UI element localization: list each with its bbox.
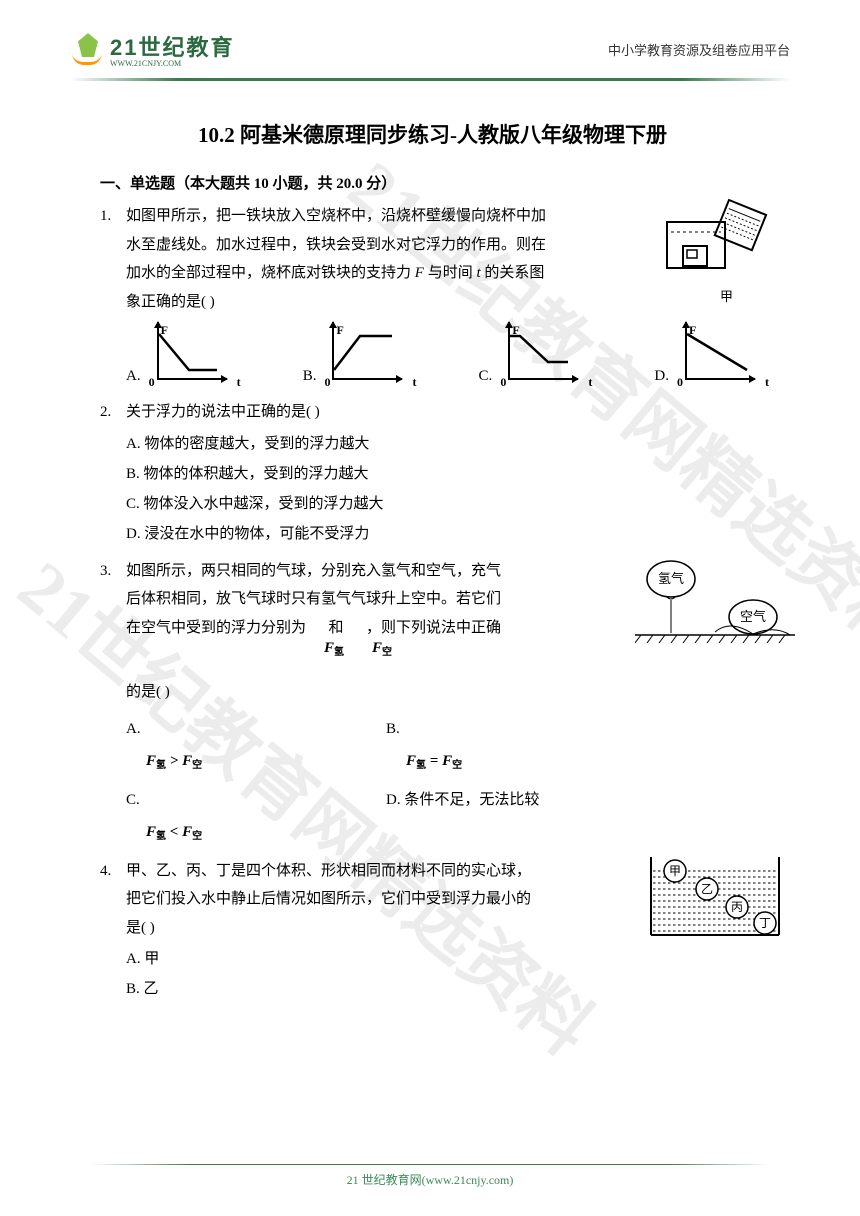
q2-option-a[interactable]: A. 物体的密度越大，受到的浮力越大 xyxy=(126,429,765,459)
svg-text:丙: 丙 xyxy=(731,900,743,914)
q3-option-a[interactable]: A. F氢 > F空 xyxy=(126,715,386,772)
svg-text:甲: 甲 xyxy=(669,864,681,878)
q1-option-d[interactable]: D. 0Ft xyxy=(654,322,765,390)
q3-option-d[interactable]: D. 条件不足，无法比较 xyxy=(386,786,646,843)
question-4: 4. 甲 乙 丙 xyxy=(100,857,765,1005)
q1-option-c[interactable]: C. 0Ft xyxy=(479,322,589,390)
svg-text:乙: 乙 xyxy=(701,882,713,896)
q3-line2: 后体积相同，放飞气球时只有氢气气球升上空中。若它们 xyxy=(126,585,566,614)
q4-figure-icon: 甲 乙 丙 丁 xyxy=(645,855,785,945)
q3-line1: 如图所示，两只相同的气球，分别充入氢气和空气，充气 xyxy=(126,557,566,586)
q2-option-b[interactable]: B. 物体的体积越大，受到的浮力越大 xyxy=(126,459,765,489)
header-right-text: 中小学教育资源及组卷应用平台 xyxy=(608,40,790,59)
svg-text:氢气: 氢气 xyxy=(658,571,684,586)
section-heading: 一、单选题（本大题共 10 小题，共 20.0 分） xyxy=(100,170,765,199)
page-footer: 21 世纪教育网(www.21cnjy.com) xyxy=(0,1164,860,1188)
svg-text:空气: 空气 xyxy=(740,609,766,624)
q3-figure-icon: 氢气 空气 xyxy=(635,557,795,649)
q1-line2: 水至虚线处。加水过程中，铁块会受到水对它浮力的作用。则在 xyxy=(126,231,546,260)
question-3: 3. 氢气 空气 如图所示，两只相同的气球，分别充入氢 xyxy=(100,557,765,843)
q3-option-c[interactable]: C. F氢 < F空 xyxy=(126,786,386,843)
q1-figure-label: 甲 xyxy=(657,285,777,310)
logo-text: 21世纪教育 xyxy=(110,30,234,62)
page-header: 21世纪教育 WWW.21CNJY.COM 中小学教育资源及组卷应用平台 xyxy=(0,0,860,68)
q1-options: A. 0Ft B. 0Ft C. 0Ft xyxy=(126,322,765,390)
svg-text:丁: 丁 xyxy=(759,916,771,930)
q3-option-b[interactable]: B. F氢 = F空 xyxy=(386,715,646,772)
q4-line1: 甲、乙、丙、丁是四个体积、形状相同而材料不同的实心球， xyxy=(126,857,586,886)
question-1: 1. 甲 如图甲所示，把一铁块放入空烧杯中，沿烧杯壁缓慢向烧杯中加 水至虚线处。… xyxy=(100,202,765,390)
runner-icon xyxy=(70,31,106,67)
q2-option-d[interactable]: D. 浸没在水中的物体，可能不受浮力 xyxy=(126,519,765,549)
q3-number: 3. xyxy=(100,557,111,586)
q1-number: 1. xyxy=(100,202,111,231)
q2-number: 2. xyxy=(100,398,111,427)
q2-stem: 关于浮力的说法中正确的是( ) xyxy=(126,404,320,420)
q4-option-b[interactable]: B. 乙 xyxy=(126,974,765,1004)
question-2: 2. 关于浮力的说法中正确的是( ) A. 物体的密度越大，受到的浮力越大 B.… xyxy=(100,398,765,549)
q3-line3: 在空气中受到的浮力分别为 和 ，则下列说法中正确 F氢 F空 xyxy=(126,614,566,643)
q3-line4: 的是( ) xyxy=(126,678,765,707)
q1-figure-icon xyxy=(657,198,777,272)
q1-line1: 如图甲所示，把一铁块放入空烧杯中，沿烧杯壁缓慢向烧杯中加 xyxy=(126,202,546,231)
page-title: 10.2 阿基米德原理同步练习-人教版八年级物理下册 xyxy=(100,116,765,156)
q1-option-a[interactable]: A. 0Ft xyxy=(126,322,237,390)
q4-line2: 把它们投入水中静止后情况如图所示，它们中受到浮力最小的 xyxy=(126,885,586,914)
q1-option-b[interactable]: B. 0Ft xyxy=(303,322,413,390)
q4-number: 4. xyxy=(100,857,111,886)
q1-line3: 加水的全部过程中，烧杯底对铁块的支持力 F 与时间 t 的关系图 xyxy=(126,259,546,288)
q2-option-c[interactable]: C. 物体没入水中越深，受到的浮力越大 xyxy=(126,489,765,519)
logo: 21世纪教育 WWW.21CNJY.COM xyxy=(70,30,234,68)
